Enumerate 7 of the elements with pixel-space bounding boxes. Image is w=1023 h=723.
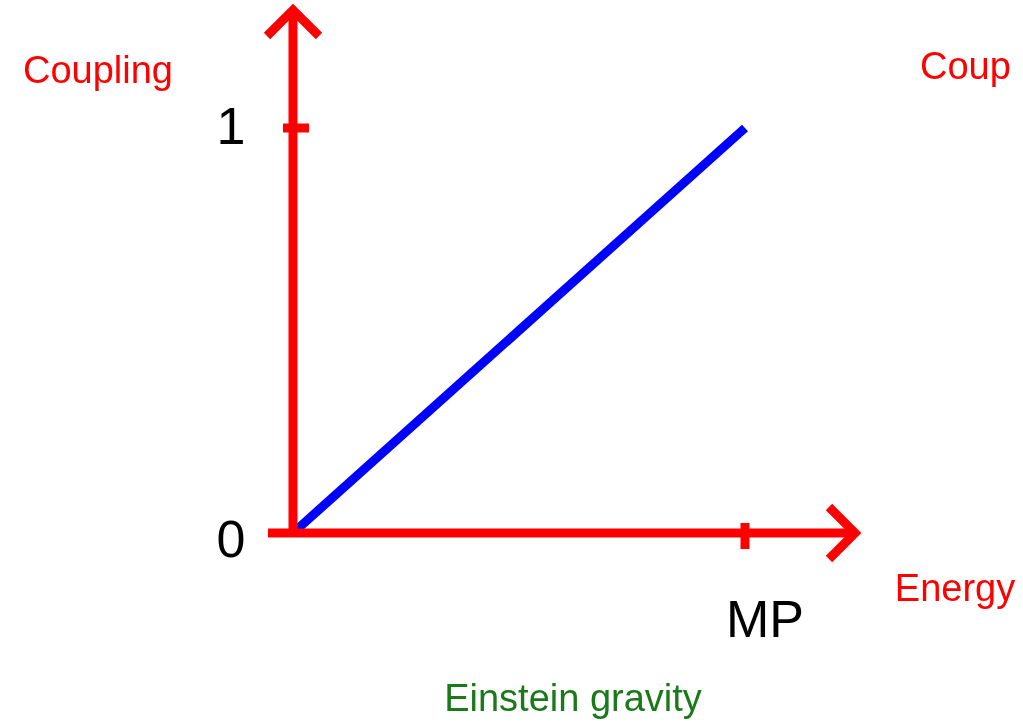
text: Einstein gravity (444, 677, 702, 719)
text: MP (726, 590, 804, 648)
text: 1 (216, 97, 246, 155)
x-axis-title: Energy (894, 567, 1016, 609)
y-axis-title: Coupling (23, 49, 173, 91)
text: Coup (920, 45, 1011, 87)
text: 0 (216, 510, 246, 568)
